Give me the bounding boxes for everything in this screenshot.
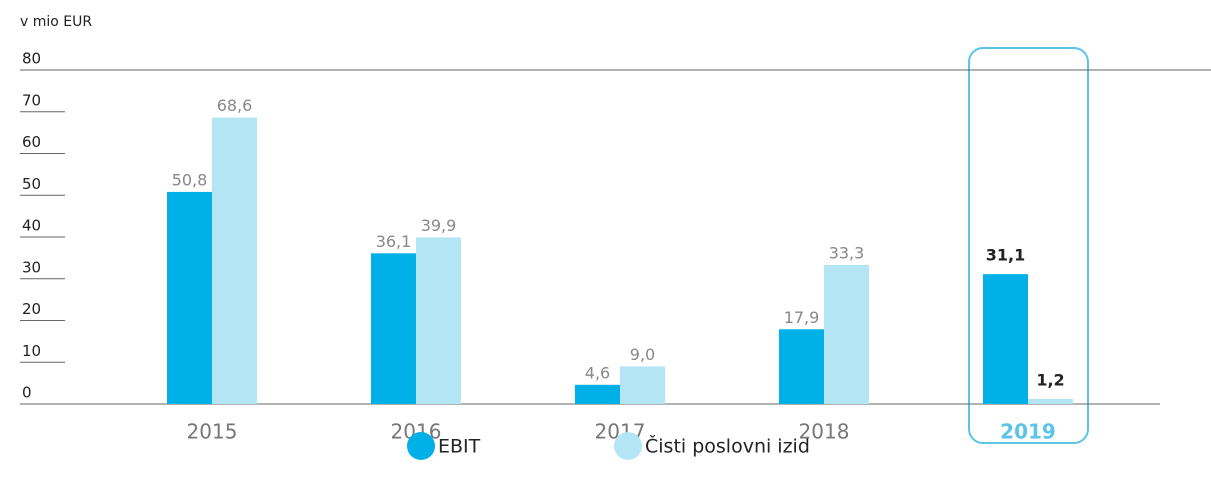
y-tick-label: 40 [22,217,41,235]
bar [620,366,665,404]
value-label: 36,1 [376,232,412,251]
bar [167,191,212,404]
y-tick-label: 0 [22,384,32,402]
x-tick-label: 2018 [799,420,850,444]
value-label: 68,6 [217,96,253,115]
bar [212,117,257,404]
x-tick-label: 2019 [1000,420,1056,444]
y-tick-label: 10 [22,342,41,360]
bar [1028,398,1073,404]
value-label: 31,1 [986,246,1025,265]
bar [824,264,869,404]
bar [983,274,1028,404]
legend-label: EBIT [438,436,481,458]
value-label: 50,8 [172,170,208,189]
bar [416,237,461,404]
value-label: 9,0 [630,345,655,364]
bar [575,384,620,404]
value-label: 1,2 [1036,370,1064,389]
y-axis-label: v mio EUR [20,14,92,30]
y-tick-label: 50 [22,175,41,193]
highlight-frame [968,47,1089,444]
y-tick-label: 80 [22,50,41,68]
legend-swatch [407,432,435,460]
y-tick-label: 60 [22,133,41,151]
legend-swatch [614,432,642,460]
y-tick-label: 70 [22,91,41,109]
y-tick-label: 30 [22,258,41,276]
value-label: 33,3 [829,243,865,262]
value-label: 39,9 [421,216,457,235]
legend-label: Čisti poslovni izid [645,434,810,458]
y-tick-label: 20 [22,300,41,318]
x-tick-label: 2015 [187,420,238,444]
value-label: 17,9 [784,308,820,327]
value-label: 4,6 [585,363,610,382]
bar [371,253,416,404]
bar [779,329,824,404]
